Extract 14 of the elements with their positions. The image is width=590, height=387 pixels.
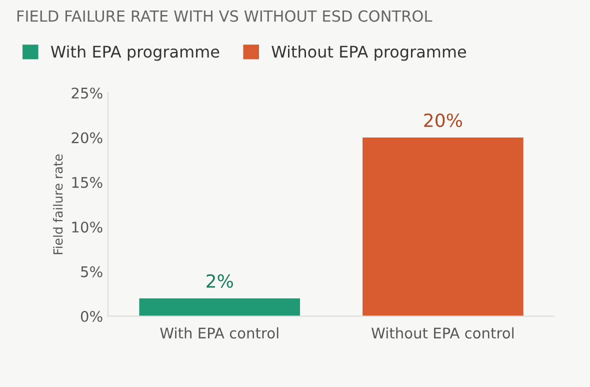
data-label: 2%: [206, 274, 233, 288]
y-tick-label: 0%: [80, 310, 102, 322]
x-tick-label: Without EPA control: [372, 327, 514, 339]
legend-label: With EPA programme: [50, 45, 220, 61]
y-tick-label: 15%: [72, 176, 102, 188]
x-tick-label: With EPA control: [160, 327, 278, 339]
legend-label: Without EPA programme: [272, 45, 466, 61]
data-label: 20%: [424, 113, 462, 128]
y-tick-label: 25%: [72, 88, 102, 99]
y-tick-label: 5%: [81, 266, 102, 278]
y-axis-title: Field failure rate: [53, 154, 63, 254]
y-tick-label: 10%: [72, 222, 102, 233]
y-tick-label: 20%: [72, 132, 102, 144]
chart-title: FIELD FAILURE RATE WITH VS WITHOUT ESD CONTROL: [17, 10, 432, 22]
